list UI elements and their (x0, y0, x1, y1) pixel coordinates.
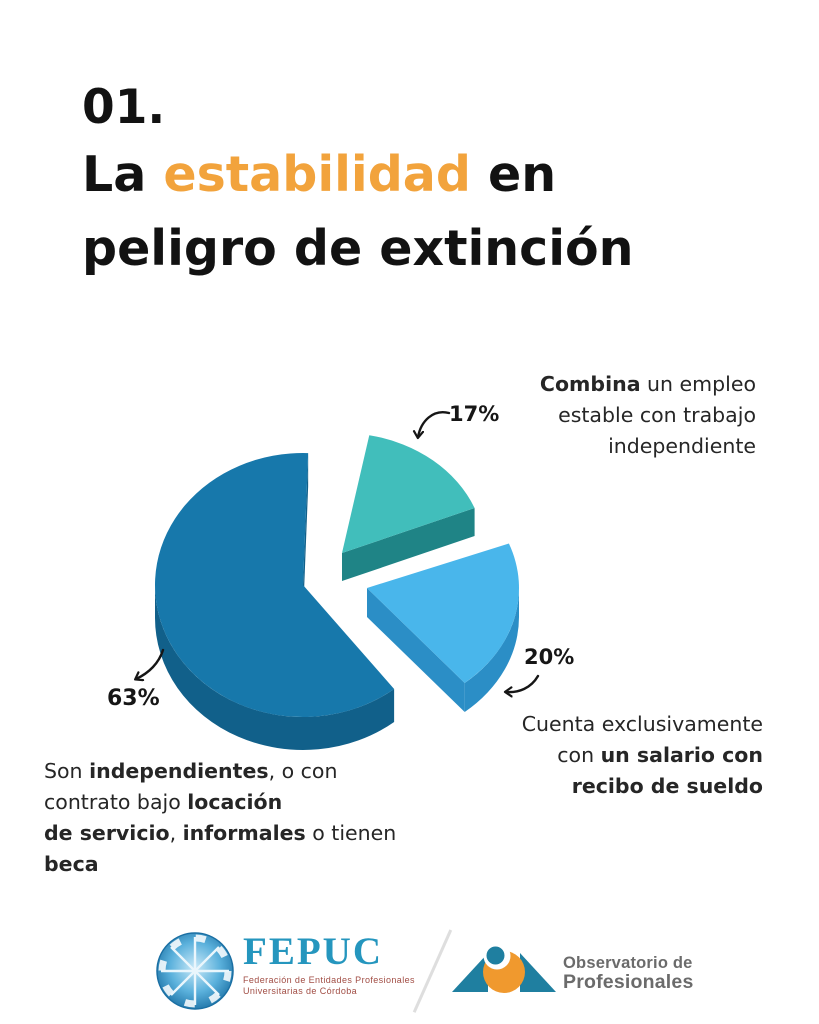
section-number: 01. (82, 80, 166, 135)
fepuc-tagline: Federación de Entidades Profesionales Un… (243, 975, 415, 996)
fepuc-wordmark: FEPUC Federación de Entidades Profesiona… (243, 932, 415, 997)
pie-label-20: 20% (524, 645, 575, 669)
arrow-20-icon (506, 674, 540, 692)
annotation-cuenta: Cuenta exclusivamente con un salario con… (521, 712, 763, 798)
arrow-63-icon (136, 648, 165, 679)
pie-slice-top (155, 453, 395, 717)
pie-slice-edge-wall (342, 508, 475, 581)
fepuc-name: FEPUC (243, 930, 383, 973)
pie-slice-rim-wall (155, 585, 395, 751)
pie-slice-edge-wall (367, 588, 465, 712)
observatorio-wordmark: Observatorio de Profesionales (563, 954, 694, 993)
title-text: La estabilidad en peligro de extinción (82, 146, 634, 277)
pie-slice-edge-wall (303, 453, 309, 618)
pie-label-63: 63% (107, 686, 160, 711)
pie-label-17: 17% (449, 402, 500, 426)
fepuc-logo-icon (156, 932, 234, 1010)
annotation-combina: Combina un empleo estable con trabajo in… (539, 372, 756, 458)
annotation-son: Son independientes, o con contrato bajo … (44, 759, 397, 876)
pie-slice-top (367, 543, 519, 683)
footer-divider (412, 929, 452, 1013)
footer: FEPUC Federación de Entidades Profesiona… (0, 920, 819, 1024)
pie-slice-rim-wall (464, 588, 519, 712)
observatorio-logo-icon (452, 942, 556, 993)
page-title: 01. La estabilidad en peligro de extinci… (82, 78, 634, 286)
pie-slices (155, 435, 519, 751)
